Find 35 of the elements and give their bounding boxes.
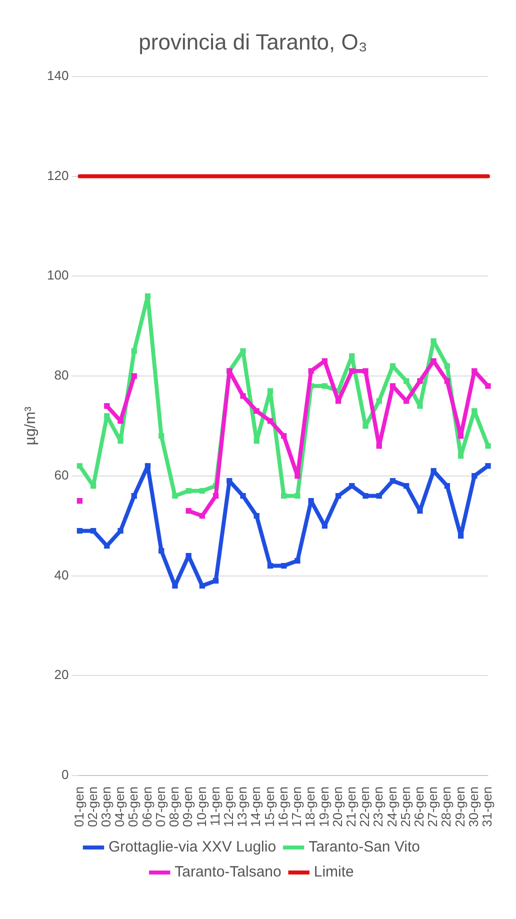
- x-tick-label: 06-gen: [139, 786, 154, 828]
- y-tick-label: 120: [46, 168, 69, 183]
- x-tick-label: 23-gen: [370, 786, 386, 828]
- legend-label: Grottaglie-via XXV Luglio: [108, 838, 276, 856]
- legend-label: Taranto-San Vito: [308, 838, 420, 856]
- x-tick-label: 09-gen: [180, 786, 196, 828]
- chart-title: provincia di Taranto, O₃: [138, 29, 368, 54]
- x-tick-label: 24-gen: [384, 786, 400, 828]
- x-tick-label: 26-gen: [412, 786, 427, 828]
- legend-label: Taranto-Talsano: [174, 864, 282, 881]
- y-tick-label: 140: [46, 68, 69, 83]
- y-tick-label: 40: [54, 567, 69, 582]
- y-tick-label: 60: [54, 467, 69, 482]
- y-tick-label: 80: [54, 368, 69, 383]
- x-tick-label: 13-gen: [234, 786, 250, 828]
- x-tick-label: 10-gen: [194, 786, 209, 828]
- x-tick-label: 14-gen: [248, 786, 264, 828]
- x-tick-label: 15-gen: [262, 786, 277, 828]
- y-tick-label: 20: [54, 667, 69, 682]
- x-tick-label: 08-gen: [166, 786, 182, 828]
- x-tick-label: 17-gen: [289, 786, 304, 828]
- x-tick-label: 22-gen: [357, 786, 372, 828]
- x-tick-label: 28-gen: [438, 786, 454, 828]
- y-tick-label: 0: [61, 767, 69, 782]
- legend-label: Limite: [314, 864, 354, 881]
- x-tick-label: 29-gen: [452, 786, 468, 828]
- x-tick-label: 19-gen: [316, 786, 332, 828]
- x-tick-label: 18-gen: [302, 786, 318, 828]
- x-tick-label: 05-gen: [126, 786, 141, 828]
- x-tick-label: 01-gen: [71, 786, 86, 828]
- y-axis-title: µg/m³: [22, 406, 40, 446]
- x-tick-label: 31-gen: [480, 786, 495, 828]
- y-tick-label: 100: [46, 268, 69, 283]
- x-tick-label: 04-gen: [112, 786, 128, 828]
- x-tick-label: 27-gen: [425, 786, 440, 828]
